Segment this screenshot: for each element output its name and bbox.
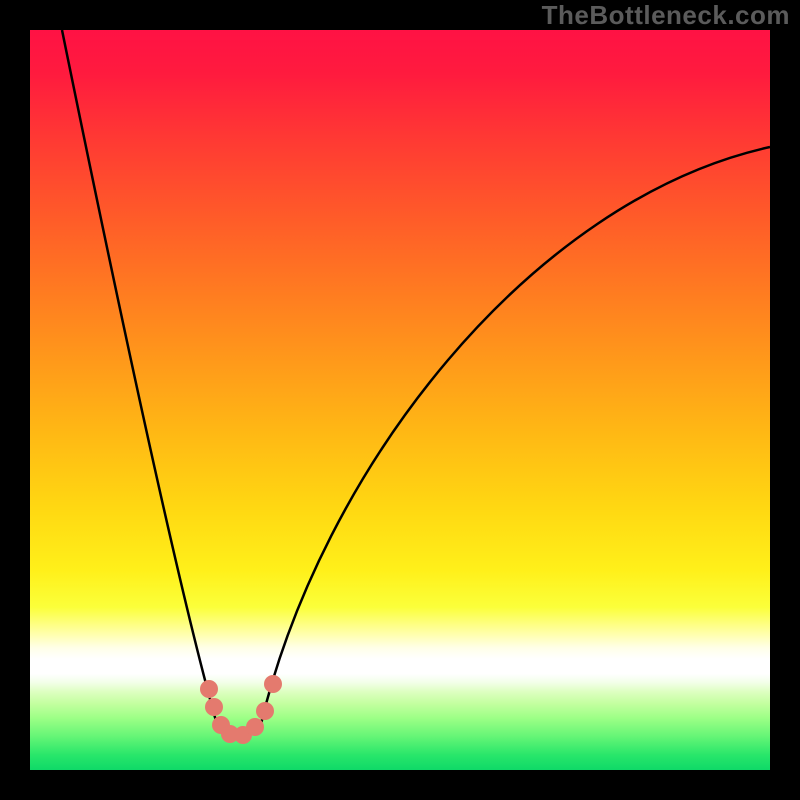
marker-point: [200, 680, 218, 698]
watermark-text: TheBottleneck.com: [542, 0, 790, 31]
marker-point: [205, 698, 223, 716]
plot-background: [30, 30, 770, 770]
marker-point: [256, 702, 274, 720]
chart-frame: TheBottleneck.com: [0, 0, 800, 800]
bottleneck-chart: [0, 0, 800, 800]
marker-point: [246, 718, 264, 736]
marker-point: [264, 675, 282, 693]
